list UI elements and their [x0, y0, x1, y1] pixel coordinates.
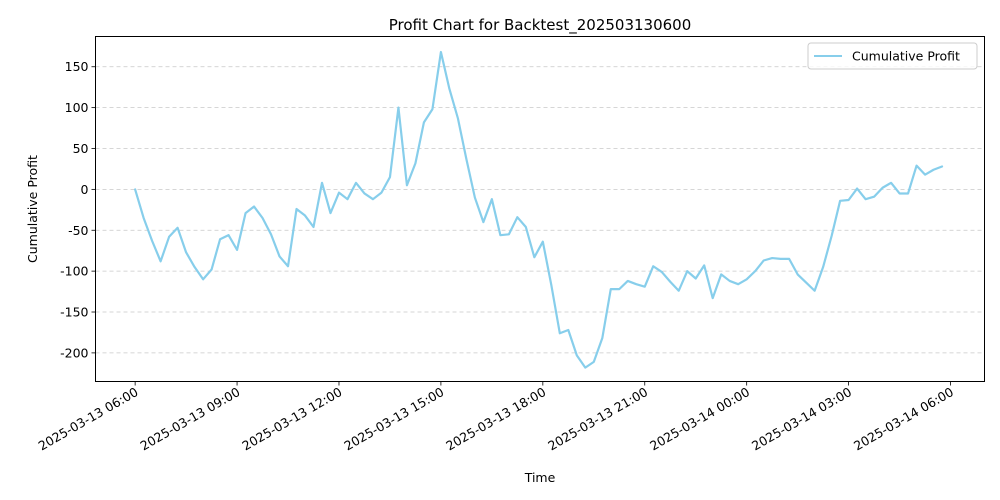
y-tick-label: 150	[65, 59, 89, 74]
y-tick-label: -200	[60, 345, 88, 360]
y-axis-title: Cumulative Profit	[25, 155, 40, 263]
y-tick-label: -50	[68, 223, 88, 238]
grid-lines	[95, 66, 985, 354]
series-line-cumulative-profit	[134, 50, 944, 369]
legend-label: Cumulative Profit	[852, 49, 960, 64]
y-tick-label: -100	[60, 264, 88, 279]
y-tick-label: 50	[73, 141, 89, 156]
y-axis: -200 -150 -100 -50 0 50 100 150	[60, 59, 96, 360]
plot-frame	[95, 36, 985, 382]
series-layer	[134, 50, 944, 369]
x-axis-title: Time	[524, 470, 556, 485]
legend-box	[807, 42, 978, 70]
y-tick-label: 0	[81, 182, 89, 197]
legend: Cumulative Profit	[807, 42, 978, 70]
y-tick-label: 100	[65, 100, 89, 115]
y-tick-label: -150	[60, 305, 88, 320]
chart-title: Profit Chart for Backtest_202503130600	[389, 16, 692, 35]
